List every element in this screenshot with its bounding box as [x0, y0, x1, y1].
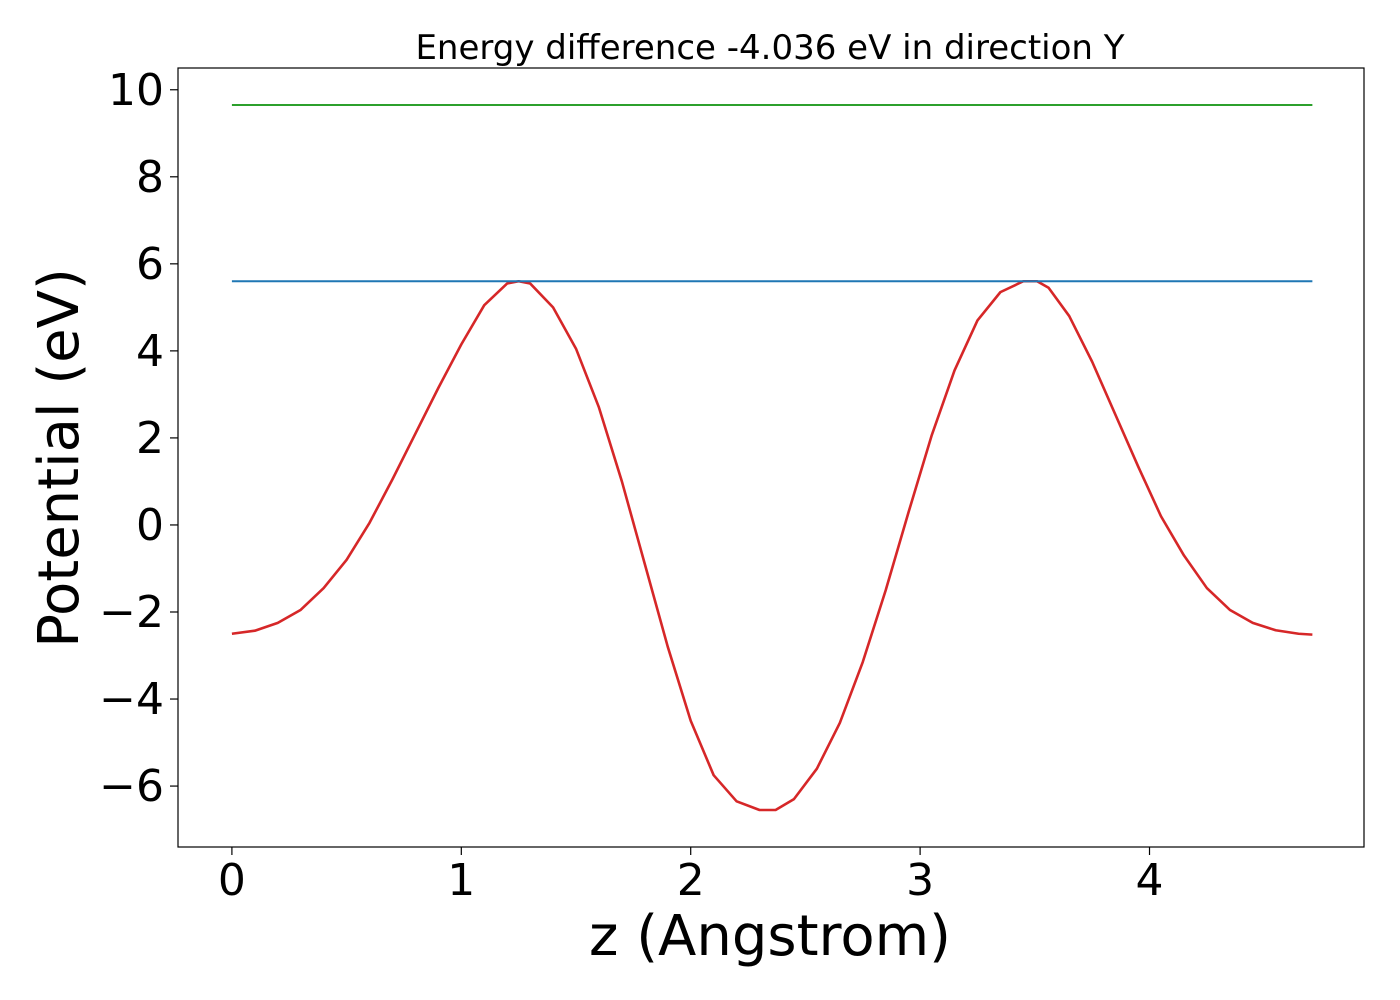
y-tick-label: −6 — [99, 761, 164, 812]
y-tick-label: 10 — [108, 65, 164, 116]
x-tick-label: 3 — [906, 855, 934, 906]
x-tick-label: 1 — [447, 855, 475, 906]
plot-frame — [177, 67, 1365, 848]
x-tick-label: 0 — [218, 855, 246, 906]
y-tick-label: −2 — [99, 587, 164, 638]
y-tick-label: 8 — [136, 152, 164, 203]
y-tick-label: −4 — [99, 674, 164, 725]
y-tick-label: 2 — [136, 413, 164, 464]
plot-area — [231, 103, 1313, 812]
x-tick-label: 2 — [677, 855, 705, 906]
y-axis-label: Potential (eV) — [27, 268, 92, 648]
y-axis-ticks: −6 −4 −2 0 2 4 6 8 10 — [99, 65, 178, 812]
x-axis-ticks: 0 1 2 3 4 — [218, 847, 1164, 906]
y-tick-label: 4 — [136, 326, 164, 377]
x-tick-label: 4 — [1136, 855, 1164, 906]
y-tick-label: 6 — [136, 239, 164, 290]
x-axis-label: z (Angstrom) — [589, 904, 951, 969]
y-tick-label: 0 — [136, 500, 164, 551]
series-line-0 — [231, 279, 1313, 812]
chart-title: Energy difference -4.036 eV in direction… — [415, 28, 1124, 68]
